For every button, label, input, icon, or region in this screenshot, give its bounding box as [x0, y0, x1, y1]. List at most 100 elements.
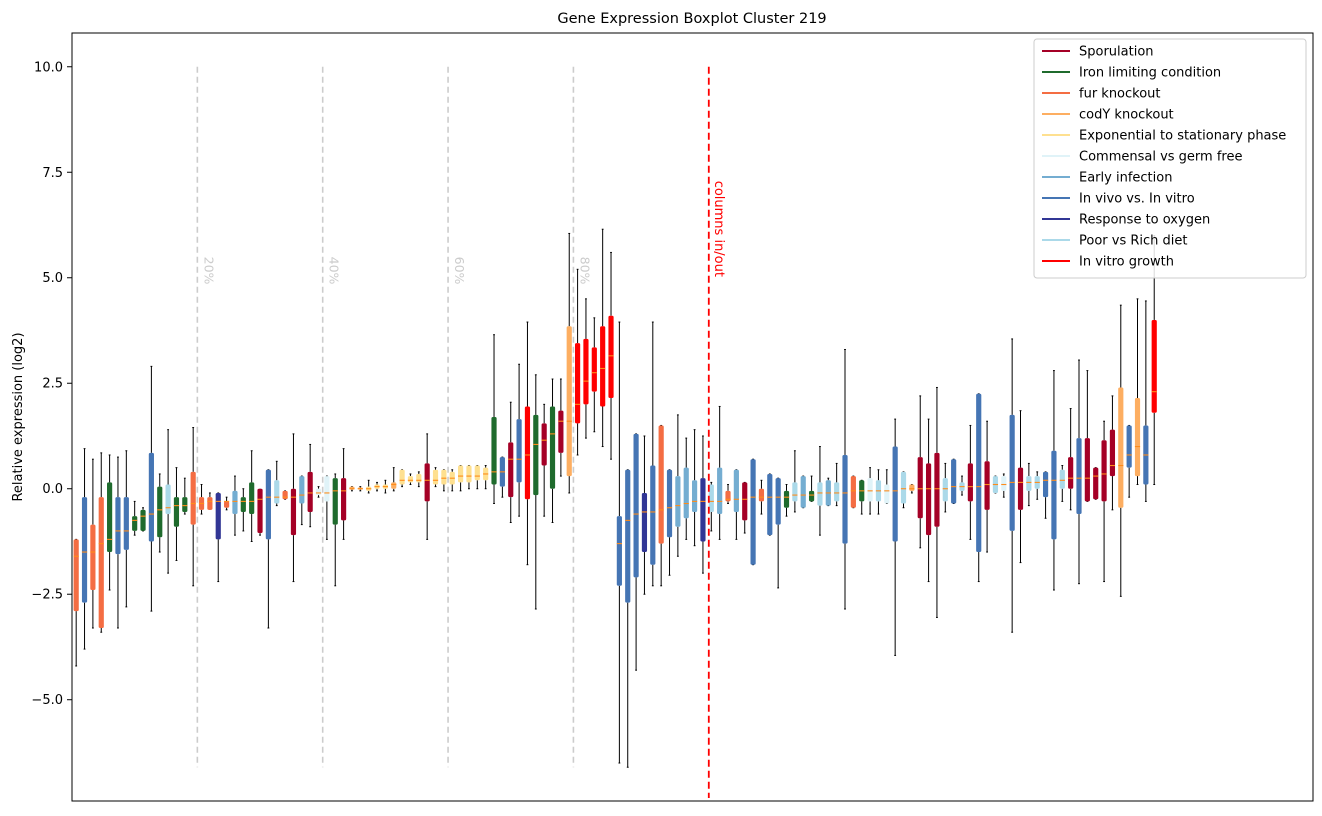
- box-commensal-vs-germ-free: [1001, 473, 1007, 498]
- box-body: [767, 473, 773, 536]
- box-body: [140, 509, 146, 531]
- box-in-vitro-growth: [591, 317, 597, 433]
- box-sporulation: [508, 401, 514, 523]
- box-poor-vs-rich-diet: [274, 460, 280, 507]
- box-body: [750, 459, 756, 565]
- box-body: [249, 482, 255, 515]
- box-fur-knockout: [198, 484, 205, 515]
- legend-label: Poor vs Rich diet: [1079, 234, 1187, 249]
- box-early-infection: [691, 429, 698, 547]
- box-body: [432, 469, 439, 485]
- box-body: [315, 488, 322, 496]
- box-in-vitro-growth: [600, 228, 606, 448]
- box-iron-limiting-condition: [157, 473, 163, 553]
- box-body: [775, 478, 781, 525]
- box-exponential-to-stationary-phase: [474, 465, 480, 490]
- box-body: [566, 326, 572, 477]
- box-body: [1084, 438, 1090, 502]
- box-body: [290, 488, 297, 536]
- box-body: [173, 497, 180, 527]
- box-sporulation: [1093, 467, 1099, 500]
- box-body: [182, 497, 188, 512]
- box-in-vitro-growth: [608, 251, 614, 460]
- legend: Sporulation Iron limiting condition fur kn…: [1033, 38, 1307, 279]
- box-body: [1059, 469, 1065, 489]
- legend-label: Response to oxygen: [1079, 213, 1210, 228]
- box-body: [81, 497, 88, 603]
- box-body: [942, 478, 948, 502]
- box-in-vivo-vs-in-vitro: [976, 393, 982, 583]
- box-body: [148, 452, 154, 542]
- box-sporulation: [984, 420, 990, 553]
- box-in-vivo-vs-in-vitro: [1143, 300, 1149, 502]
- box-body: [842, 454, 848, 544]
- box-iron-limiting-condition: [491, 334, 497, 505]
- box-sporulation: [558, 378, 564, 477]
- box-body: [516, 419, 522, 483]
- box-body: [1101, 440, 1107, 502]
- y-tick-label: −5.0: [31, 693, 63, 708]
- box-body: [1042, 471, 1049, 498]
- box-exponential-to-stationary-phase: [441, 469, 447, 492]
- legend-frame: [1033, 38, 1307, 279]
- box-response-to-oxygen: [215, 492, 221, 583]
- percentile-label: 40%: [327, 257, 342, 285]
- box-body: [524, 406, 531, 500]
- legend-label: Early infection: [1079, 171, 1172, 186]
- box-body: [616, 516, 622, 586]
- percentile-markers: 20% 40% 60% 80%: [196, 66, 592, 768]
- percentile-label: 20%: [201, 257, 216, 285]
- box-exponential-to-stationary-phase: [374, 481, 380, 492]
- box-body: [583, 338, 589, 405]
- box-early-infection: [733, 469, 739, 540]
- box-body: [282, 490, 288, 500]
- box-body: [324, 476, 330, 502]
- box-in-vivo-vs-in-vitro: [1076, 359, 1082, 585]
- box-exponential-to-stationary-phase: [483, 465, 489, 490]
- box-sporulation: [1068, 408, 1074, 511]
- box-cody-knockout: [566, 232, 572, 494]
- box-body: [641, 492, 648, 553]
- box-early-infection: [675, 414, 681, 557]
- box-body: [157, 486, 163, 538]
- box-poor-vs-rich-diet: [992, 475, 999, 494]
- box-body: [625, 469, 631, 603]
- box-iron-limiting-condition: [132, 500, 138, 536]
- box-early-infection: [717, 405, 723, 540]
- box-iron-limiting-condition: [240, 488, 246, 532]
- legend-label: Sporulation: [1079, 45, 1154, 60]
- box-body: [892, 446, 898, 542]
- box-in-vivo-vs-in-vitro: [775, 477, 781, 589]
- y-tick-label: 0.0: [42, 482, 63, 497]
- box-body: [575, 343, 581, 424]
- box-poor-vs-rich-diet: [875, 469, 882, 515]
- box-body: [508, 442, 514, 498]
- legend-label: codY knockout: [1079, 108, 1174, 123]
- box-body: [274, 480, 280, 504]
- box-body: [107, 482, 113, 553]
- box-exponential-to-stationary-phase: [449, 469, 455, 492]
- box-body: [1134, 398, 1141, 477]
- box-series: [73, 228, 1157, 768]
- box-body: [758, 488, 765, 502]
- box-body: [633, 433, 639, 578]
- box-body: [399, 469, 405, 485]
- box-cody-knockout: [357, 486, 363, 492]
- box-in-vivo-vs-in-vitro: [499, 456, 505, 498]
- box-body: [90, 524, 96, 591]
- box-in-vivo-vs-in-vitro: [516, 363, 522, 517]
- box-exponential-to-stationary-phase: [366, 479, 372, 494]
- box-body: [658, 425, 664, 544]
- box-early-infection: [800, 475, 806, 509]
- box-in-vivo-vs-in-vitro: [951, 458, 957, 505]
- box-iron-limiting-condition: [808, 475, 815, 502]
- box-sporulation: [967, 424, 973, 540]
- y-axis-label: Relative expression (log2): [11, 332, 26, 501]
- y-tick-label: 10.0: [34, 60, 63, 75]
- box-body: [341, 478, 347, 521]
- box-in-vivo-vs-in-vitro: [633, 433, 639, 671]
- box-body: [98, 497, 104, 628]
- box-in-vivo-vs-in-vitro: [616, 321, 622, 764]
- box-sporulation: [1017, 410, 1024, 564]
- box-in-vivo-vs-in-vitro: [650, 321, 656, 587]
